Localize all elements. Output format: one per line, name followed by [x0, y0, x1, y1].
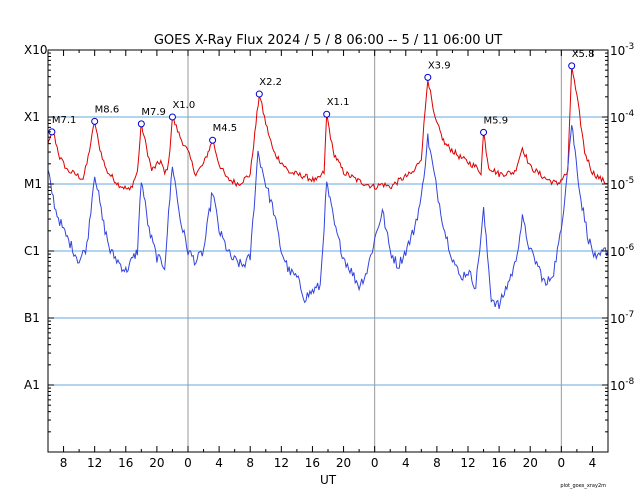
flare-markers: M7.1 M8.6 M7.9 X1.0 M4.5 X2.2 X1.1 X3.9 M5.9 X5.8: [48, 49, 595, 144]
left-axis-label: C1: [24, 244, 40, 258]
x-tick-label: 4: [589, 456, 597, 470]
x-tick-label: 0: [184, 456, 192, 470]
x-tick-label: 20: [336, 456, 351, 470]
right-axis-label: 10-3: [610, 42, 634, 58]
flare-label: M8.6: [95, 104, 120, 115]
flare-label: M7.1: [52, 115, 77, 126]
x-tick-label: 8: [60, 456, 68, 470]
flux-series-line: [48, 125, 608, 309]
flux-series: [48, 66, 608, 309]
flare-marker: [568, 62, 576, 70]
x-tick-label: 16: [491, 456, 506, 470]
left-axis-label: X10: [24, 43, 48, 57]
flare-label: M5.9: [484, 115, 509, 126]
x-tick-label: 20: [523, 456, 538, 470]
left-axis-label: X1: [24, 110, 40, 124]
x-tick-label: 8: [433, 456, 441, 470]
flare-marker: [424, 73, 432, 81]
x-axis-label: UT: [320, 473, 337, 487]
left-axis-label: A1: [24, 378, 40, 392]
flare-label: X3.9: [428, 60, 451, 71]
flare-label: X2.2: [259, 77, 282, 88]
flare-label: X1.0: [172, 100, 195, 111]
flare-label: X5.8: [572, 49, 595, 60]
flux-series-line: [48, 66, 608, 191]
right-axis-label: 10-4: [610, 109, 635, 125]
right-axis-label: 10-5: [610, 176, 634, 192]
right-axis-label: 10-6: [610, 243, 635, 259]
left-axis-label: B1: [24, 311, 40, 325]
x-tick-label: 12: [460, 456, 475, 470]
flare-marker: [168, 113, 176, 121]
chart-title: GOES X-Ray Flux 2024 / 5 / 8 06:00 -- 5 …: [154, 33, 502, 48]
flare-marker: [480, 128, 488, 136]
x-tick-label: 8: [246, 456, 254, 470]
flare-marker: [91, 117, 99, 125]
y-axis-ticks: X10 10-3 X1 10-4 M1 10-5 C1 10-6 B1 10-7 A1 10-8: [24, 42, 635, 433]
x-tick-label: 16: [305, 456, 320, 470]
right-axis-label: 10-7: [610, 310, 634, 326]
x-tick-label: 4: [402, 456, 410, 470]
x-tick-label: 12: [274, 456, 289, 470]
x-axis-ticks: 8 12 16 20 0 4 8 12 16 20 0 4 8 12 16 20 0 4: [47, 50, 609, 470]
grid-lines: [48, 49, 608, 452]
x-tick-label: 0: [558, 456, 566, 470]
flare-marker: [209, 136, 217, 144]
flare-label: M4.5: [213, 123, 238, 134]
flare-marker: [137, 120, 145, 128]
right-axis-label: 10-8: [610, 377, 635, 393]
flare-marker: [255, 90, 263, 98]
flare-label: X1.1: [327, 97, 350, 108]
footer-text: plot_goes_xray2m: [560, 483, 606, 489]
x-tick-label: 4: [215, 456, 223, 470]
x-tick-label: 20: [149, 456, 164, 470]
x-tick-label: 16: [118, 456, 133, 470]
left-axis-label: M1: [24, 177, 42, 191]
x-tick-label: 0: [371, 456, 379, 470]
flare-label: M7.9: [141, 107, 166, 118]
x-tick-label: 12: [87, 456, 102, 470]
flare-marker: [323, 110, 331, 118]
